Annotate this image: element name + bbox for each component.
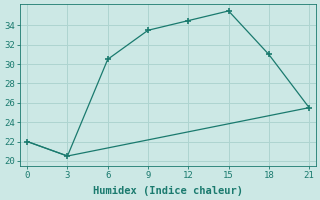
X-axis label: Humidex (Indice chaleur): Humidex (Indice chaleur)	[93, 186, 243, 196]
